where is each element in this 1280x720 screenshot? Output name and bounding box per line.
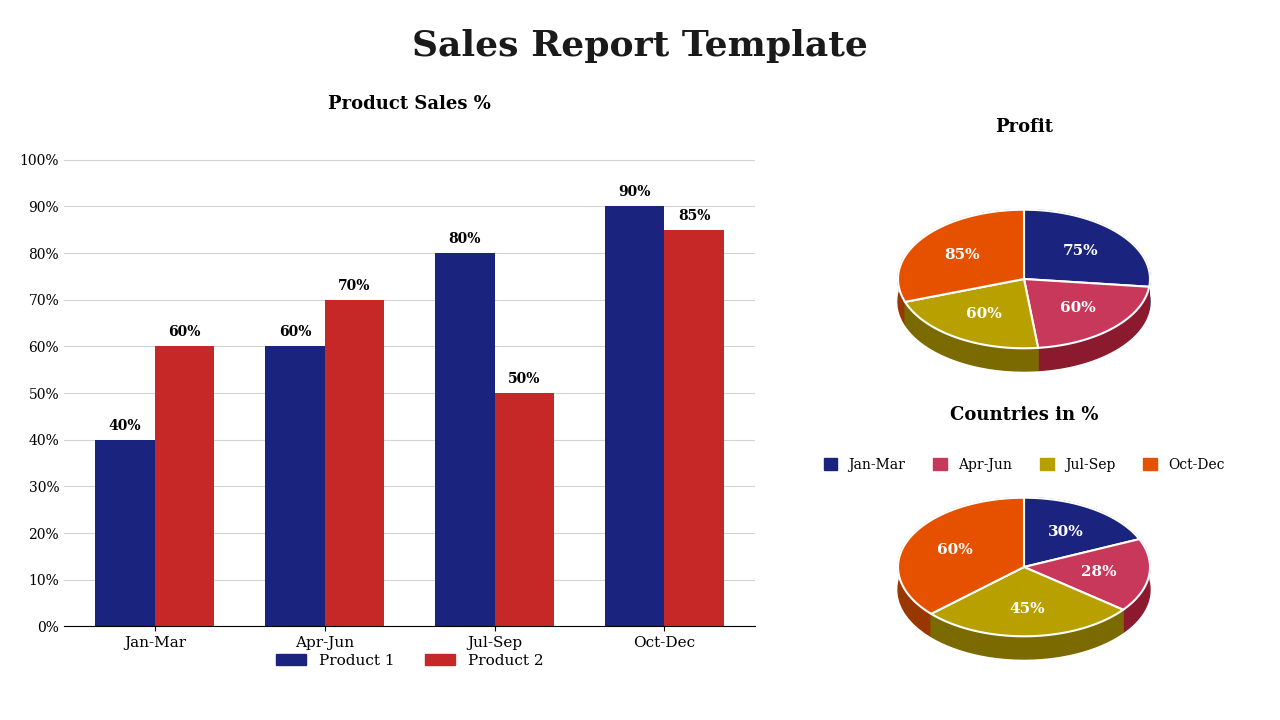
Text: 30%: 30% bbox=[1047, 525, 1083, 539]
Polygon shape bbox=[899, 210, 1024, 302]
Text: Profit: Profit bbox=[995, 117, 1053, 135]
Bar bbox=[664, 230, 723, 626]
Text: 85%: 85% bbox=[678, 209, 710, 222]
Bar bbox=[435, 253, 494, 626]
Bar bbox=[155, 346, 214, 626]
Text: 70%: 70% bbox=[338, 279, 371, 293]
Polygon shape bbox=[1024, 279, 1149, 348]
Text: 80%: 80% bbox=[448, 232, 481, 246]
Polygon shape bbox=[1024, 210, 1149, 287]
Polygon shape bbox=[931, 567, 1123, 636]
Text: 28%: 28% bbox=[1082, 565, 1117, 579]
Text: 60%: 60% bbox=[1060, 302, 1096, 315]
Text: 85%: 85% bbox=[945, 248, 980, 262]
Text: Countries in %: Countries in % bbox=[950, 405, 1098, 423]
Bar bbox=[494, 393, 554, 626]
Polygon shape bbox=[931, 610, 1123, 659]
Text: 60%: 60% bbox=[279, 325, 311, 339]
Bar bbox=[325, 300, 384, 626]
Polygon shape bbox=[1024, 210, 1149, 310]
Polygon shape bbox=[899, 498, 1024, 636]
Bar bbox=[265, 346, 325, 626]
Text: 75%: 75% bbox=[1062, 244, 1098, 258]
Polygon shape bbox=[1024, 539, 1149, 610]
Text: 45%: 45% bbox=[1009, 601, 1044, 616]
Title: Product Sales %: Product Sales % bbox=[328, 94, 492, 112]
Legend: Product 1, Product 2: Product 1, Product 2 bbox=[270, 648, 549, 674]
Polygon shape bbox=[899, 210, 1024, 325]
Text: 40%: 40% bbox=[109, 419, 142, 433]
Polygon shape bbox=[905, 279, 1038, 348]
Legend: Jan-Mar, Apr-Jun, Jul-Sep, Oct-Dec: Jan-Mar, Apr-Jun, Jul-Sep, Oct-Dec bbox=[818, 452, 1230, 477]
Polygon shape bbox=[1024, 498, 1139, 562]
Text: 50%: 50% bbox=[508, 372, 540, 386]
Polygon shape bbox=[1024, 498, 1139, 567]
Text: 60%: 60% bbox=[937, 544, 973, 557]
Polygon shape bbox=[1038, 287, 1149, 371]
Text: Sales Report Template: Sales Report Template bbox=[412, 29, 868, 63]
Polygon shape bbox=[899, 498, 1024, 614]
Polygon shape bbox=[1123, 539, 1149, 632]
Polygon shape bbox=[905, 302, 1038, 371]
Bar bbox=[605, 207, 664, 626]
Text: 90%: 90% bbox=[618, 186, 650, 199]
Text: 60%: 60% bbox=[169, 325, 201, 339]
Bar bbox=[96, 440, 155, 626]
Text: 60%: 60% bbox=[966, 307, 1002, 321]
